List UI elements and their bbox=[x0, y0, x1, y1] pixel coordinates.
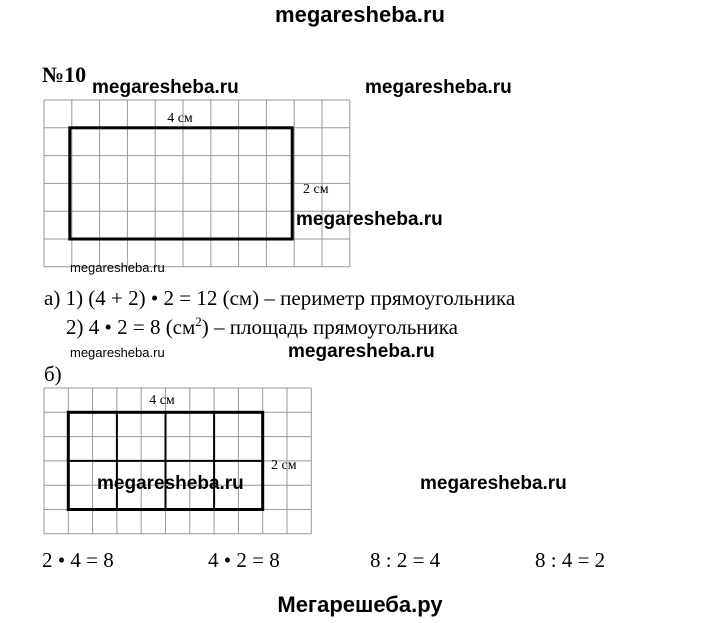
watermark: megaresheba.ru bbox=[288, 341, 435, 362]
watermark: megaresheba.ru bbox=[420, 473, 567, 494]
solution-line: 2) 4 • 2 = 8 (см2) – площадь прямоугольн… bbox=[66, 314, 459, 339]
equation: 8 : 2 = 4 bbox=[370, 548, 441, 572]
text: ) – площадь прямоугольника bbox=[202, 315, 459, 339]
watermark: megaresheba.ru bbox=[365, 77, 512, 98]
equation: 4 • 2 = 8 bbox=[208, 548, 280, 572]
header-site: megaresheba.ru bbox=[275, 2, 445, 27]
part-label: б) bbox=[44, 362, 62, 386]
watermark: megaresheba.ru bbox=[97, 473, 244, 494]
height-label: 2 см bbox=[271, 458, 297, 473]
width-label: 4 см bbox=[149, 393, 175, 408]
footer-site: Мегарешеба.ру bbox=[277, 592, 443, 617]
text: 2) 4 • 2 = 8 (см bbox=[66, 315, 195, 339]
rectangle bbox=[68, 126, 294, 241]
watermark: megaresheba.ru bbox=[70, 260, 165, 275]
watermark: megaresheba.ru bbox=[70, 345, 165, 360]
width-label: 4 см bbox=[167, 111, 193, 126]
watermark: megaresheba.ru bbox=[296, 209, 443, 230]
grid-a bbox=[43, 99, 351, 268]
watermark: megaresheba.ru bbox=[92, 77, 239, 98]
grid-b bbox=[43, 387, 312, 535]
solution-line: а) 1) (4 + 2) • 2 = 12 (см) – периметр п… bbox=[44, 286, 516, 310]
equation: 2 • 4 = 8 bbox=[42, 548, 114, 572]
superscript: 2 bbox=[195, 314, 202, 329]
height-label: 2 см bbox=[303, 182, 329, 197]
problem-number: №10 bbox=[42, 62, 86, 87]
equation: 8 : 4 = 2 bbox=[535, 548, 605, 572]
